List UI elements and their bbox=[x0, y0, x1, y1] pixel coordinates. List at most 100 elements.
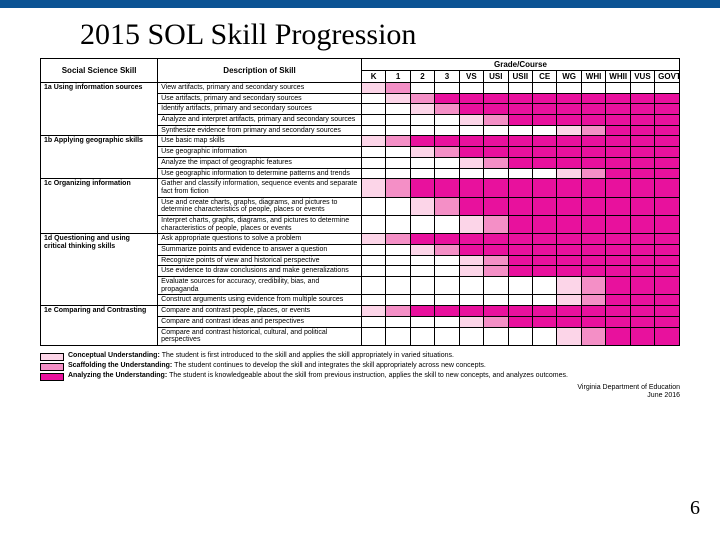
shade-cell bbox=[581, 327, 605, 345]
shade-cell bbox=[655, 93, 680, 104]
th-grade: GOVT bbox=[655, 71, 680, 83]
shade-cell bbox=[606, 266, 630, 277]
shade-cell bbox=[484, 104, 508, 115]
th-grade: WG bbox=[557, 71, 581, 83]
table-head: Social Science Skill Description of Skil… bbox=[41, 59, 680, 83]
shade-cell bbox=[435, 266, 459, 277]
shade-cell bbox=[386, 115, 410, 126]
shade-cell bbox=[459, 306, 483, 317]
shade-cell bbox=[581, 245, 605, 256]
shade-cell bbox=[435, 136, 459, 147]
shade-cell bbox=[361, 157, 385, 168]
shade-cell bbox=[557, 255, 581, 266]
skill-desc: Summarize points and evidence to answer … bbox=[158, 245, 362, 256]
shade-cell bbox=[435, 316, 459, 327]
shade-cell bbox=[435, 179, 459, 197]
shade-cell bbox=[435, 234, 459, 245]
shade-cell bbox=[508, 197, 532, 215]
shade-cell bbox=[557, 197, 581, 215]
shade-cell bbox=[532, 255, 556, 266]
shade-cell bbox=[386, 266, 410, 277]
shade-cell bbox=[581, 255, 605, 266]
shade-cell bbox=[386, 93, 410, 104]
shade-cell bbox=[630, 168, 654, 179]
shade-cell bbox=[459, 157, 483, 168]
shade-cell bbox=[459, 327, 483, 345]
shade-cell bbox=[435, 125, 459, 136]
shade-cell bbox=[435, 93, 459, 104]
shade-cell bbox=[630, 83, 654, 94]
shade-cell bbox=[655, 234, 680, 245]
footer-date: June 2016 bbox=[0, 392, 680, 400]
shade-cell bbox=[557, 136, 581, 147]
shade-cell bbox=[508, 179, 532, 197]
shade-cell bbox=[606, 306, 630, 317]
shade-cell bbox=[532, 147, 556, 158]
shade-cell bbox=[484, 147, 508, 158]
footer-org: Virginia Department of Education bbox=[0, 384, 680, 392]
shade-cell bbox=[508, 306, 532, 317]
shade-cell bbox=[410, 234, 434, 245]
legend-swatch bbox=[40, 363, 64, 371]
shade-cell bbox=[459, 197, 483, 215]
shade-cell bbox=[459, 179, 483, 197]
shade-cell bbox=[459, 93, 483, 104]
skill-desc: Gather and classify information, sequenc… bbox=[158, 179, 362, 197]
skill-desc: Compare and contrast people, places, or … bbox=[158, 306, 362, 317]
shade-cell bbox=[581, 277, 605, 295]
shade-cell bbox=[581, 306, 605, 317]
shade-cell bbox=[508, 93, 532, 104]
legend-swatch bbox=[40, 373, 64, 381]
skill-desc: Use geographic information to determine … bbox=[158, 168, 362, 179]
shade-cell bbox=[459, 83, 483, 94]
shade-cell bbox=[557, 125, 581, 136]
shade-cell bbox=[361, 316, 385, 327]
shade-cell bbox=[655, 316, 680, 327]
shade-cell bbox=[606, 234, 630, 245]
shade-cell bbox=[655, 115, 680, 126]
shade-cell bbox=[410, 327, 434, 345]
shade-cell bbox=[508, 245, 532, 256]
shade-cell bbox=[484, 136, 508, 147]
th-grade: WHII bbox=[606, 71, 630, 83]
shade-cell bbox=[484, 168, 508, 179]
shade-cell bbox=[630, 255, 654, 266]
skill-label: 1e Comparing and Contrasting bbox=[41, 306, 158, 346]
shade-cell bbox=[655, 245, 680, 256]
shade-cell bbox=[459, 125, 483, 136]
shade-cell bbox=[361, 179, 385, 197]
shade-cell bbox=[532, 295, 556, 306]
skill-desc: Use basic map skills bbox=[158, 136, 362, 147]
shade-cell bbox=[508, 125, 532, 136]
shade-cell bbox=[630, 157, 654, 168]
shade-cell bbox=[508, 157, 532, 168]
shade-cell bbox=[484, 266, 508, 277]
shade-cell bbox=[508, 255, 532, 266]
progression-table: Social Science Skill Description of Skil… bbox=[40, 58, 680, 346]
th-grade: CE bbox=[532, 71, 556, 83]
shade-cell bbox=[386, 179, 410, 197]
shade-cell bbox=[386, 125, 410, 136]
shade-cell bbox=[459, 277, 483, 295]
shade-cell bbox=[532, 157, 556, 168]
legend-row: Analyzing the Understanding: The student… bbox=[40, 372, 680, 381]
shade-cell bbox=[386, 83, 410, 94]
shade-cell bbox=[606, 255, 630, 266]
table-wrap: Social Science Skill Description of Skil… bbox=[0, 58, 720, 346]
shade-cell bbox=[386, 245, 410, 256]
shade-cell bbox=[557, 295, 581, 306]
shade-cell bbox=[655, 215, 680, 233]
table-row: 1d Questioning and using critical thinki… bbox=[41, 234, 680, 245]
shade-cell bbox=[606, 93, 630, 104]
skill-desc: Use artifacts, primary and secondary sou… bbox=[158, 93, 362, 104]
skill-desc: View artifacts, primary and secondary so… bbox=[158, 83, 362, 94]
shade-cell bbox=[581, 83, 605, 94]
shade-cell bbox=[459, 295, 483, 306]
shade-cell bbox=[557, 168, 581, 179]
shade-cell bbox=[655, 306, 680, 317]
shade-cell bbox=[630, 125, 654, 136]
shade-cell bbox=[606, 295, 630, 306]
shade-cell bbox=[630, 306, 654, 317]
shade-cell bbox=[557, 157, 581, 168]
shade-cell bbox=[508, 115, 532, 126]
